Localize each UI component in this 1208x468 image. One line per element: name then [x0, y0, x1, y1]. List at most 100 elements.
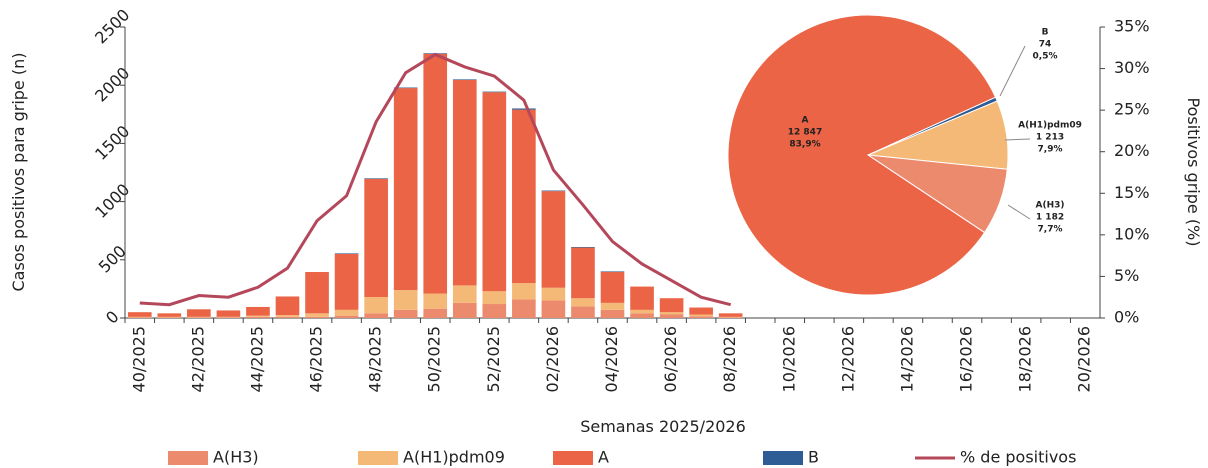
y-tick-label: 2000 [91, 63, 133, 105]
bar-segment [482, 91, 507, 93]
bar-segment [689, 307, 713, 315]
bar-segment [541, 190, 566, 192]
bar-segment [393, 87, 418, 89]
bar-segment [659, 298, 684, 313]
x-tick-label: 20/2026 [1075, 326, 1094, 392]
legend-label: B [808, 448, 819, 467]
x-tick-label: 10/2026 [779, 326, 798, 392]
legend-label: % de positivos [960, 448, 1076, 467]
y2-tick-label: 20% [1114, 141, 1150, 160]
bar-segment [334, 309, 359, 316]
bar-segment [275, 315, 300, 317]
bar-segment [246, 316, 270, 318]
y2-tick-label: 0% [1114, 308, 1139, 327]
bar-segment [275, 316, 300, 318]
bar-segment [541, 287, 566, 301]
bar-segment [571, 298, 595, 307]
bar-segment [423, 293, 448, 309]
bar-segment [718, 316, 743, 318]
y-tick-label: 1500 [91, 122, 133, 164]
pie-label: B [1042, 28, 1049, 38]
x-tick-label: 02/2026 [543, 326, 562, 392]
y2-tick-label: 5% [1114, 266, 1139, 285]
bar-segment [334, 253, 359, 254]
bar-segment [127, 316, 152, 318]
x-tick-label: 52/2025 [484, 326, 503, 392]
bar-segment [452, 79, 477, 80]
x-tick-label: 16/2026 [957, 326, 976, 392]
bar-segment [246, 315, 270, 317]
bar-segment [482, 291, 507, 305]
bar-segment [187, 316, 211, 318]
bar-segment [127, 317, 152, 318]
y2-tick-label: 25% [1114, 100, 1150, 119]
bar-segment [630, 309, 654, 314]
leader-line [1007, 204, 1031, 220]
pie-label: A(H3) [1036, 201, 1065, 211]
legend-label: A(H1)pdm09 [403, 448, 505, 467]
x-axis-title: Semanas 2025/2026 [580, 417, 746, 436]
bar-segment [718, 317, 743, 318]
y-tick-label: 1000 [91, 180, 133, 222]
y-tick-label: 2500 [91, 5, 133, 47]
bar-segment [659, 314, 684, 318]
legend-swatch [358, 451, 398, 465]
bar-segment [571, 306, 595, 318]
x-tick-label: 44/2025 [247, 326, 266, 392]
bar-segment [600, 309, 625, 318]
bar-segment [423, 308, 448, 318]
x-tick-label: 04/2026 [602, 326, 621, 392]
bar-segment [157, 316, 182, 318]
bar-segment [452, 79, 477, 286]
x-tick-label: 18/2026 [1016, 326, 1035, 392]
bar-segment [423, 53, 448, 294]
y2-axis-title: Positivos gripe (%) [1184, 98, 1203, 247]
bar-segment [630, 313, 654, 318]
x-tick-label: 06/2026 [661, 326, 680, 392]
bar-segment [305, 272, 329, 314]
legend-swatch [763, 451, 803, 465]
bar-segment [334, 315, 359, 318]
leader-line [1004, 138, 1031, 141]
bar-segment [482, 304, 507, 318]
x-tick-label: 12/2026 [838, 326, 857, 392]
x-tick-label: 14/2026 [897, 326, 916, 392]
bar-segment [512, 109, 536, 284]
bar-segment [600, 271, 625, 273]
bar-segment [275, 296, 300, 316]
bar-segment [393, 88, 418, 291]
y-tick-label: 0 [102, 307, 123, 328]
x-tick-label: 48/2025 [366, 326, 385, 392]
bar-segment [482, 92, 507, 292]
pie-label: 12 847 [788, 128, 822, 138]
legend-label: A [598, 448, 609, 467]
legend-swatch [553, 451, 593, 465]
bar-segment [541, 300, 566, 318]
bar-segment [630, 286, 654, 310]
bar-segment [305, 316, 329, 318]
x-tick-label: 46/2025 [307, 326, 326, 392]
x-tick-label: 42/2025 [188, 326, 207, 392]
y2-tick-label: 30% [1114, 58, 1150, 77]
bar-segment [659, 312, 684, 315]
bar-segment [127, 312, 152, 317]
pie-label: 1 182 [1036, 213, 1064, 223]
x-tick-label: 50/2025 [425, 326, 444, 392]
pie-label: A(H1)pdm09 [1018, 121, 1082, 131]
bar-segment [364, 178, 388, 298]
pie-label: 0,5% [1033, 52, 1058, 62]
x-tick-label: 40/2025 [129, 326, 148, 392]
bar-segment [157, 313, 182, 317]
legend-label: A(H3) [213, 448, 259, 467]
bar-segment [600, 272, 625, 303]
bar-segment [689, 314, 713, 317]
pie-label: 1 213 [1036, 133, 1064, 143]
y-axis-title: Casos positivos para gripe (n) [9, 53, 28, 292]
bar-segment [512, 108, 536, 110]
bar-segment [305, 313, 329, 317]
leader-line [999, 45, 1026, 97]
bar-segment [452, 285, 477, 303]
bar-segment [600, 302, 625, 310]
y2-tick-label: 10% [1114, 224, 1150, 243]
